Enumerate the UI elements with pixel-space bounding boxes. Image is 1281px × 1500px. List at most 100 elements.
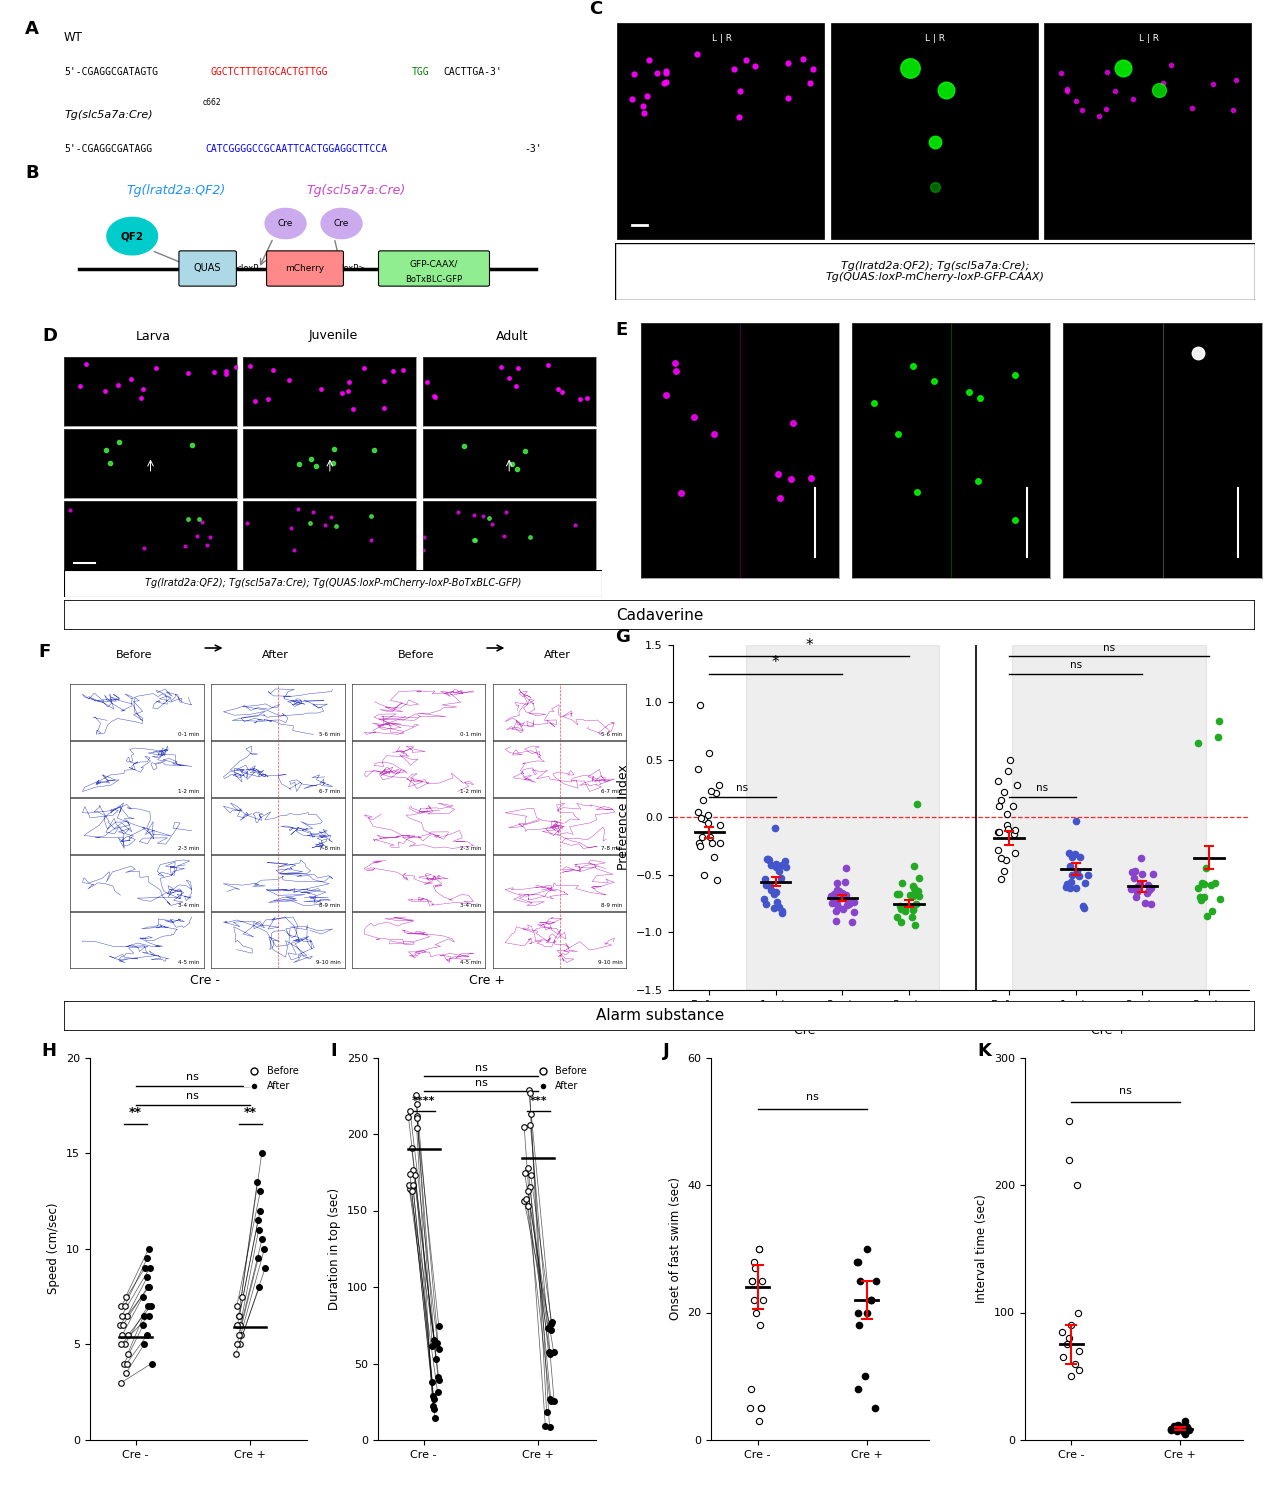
Text: **: ** xyxy=(129,1106,142,1119)
Text: Alarm substance: Alarm substance xyxy=(596,1008,724,1023)
Text: BoTxBLC-GFP: BoTxBLC-GFP xyxy=(406,274,462,284)
FancyBboxPatch shape xyxy=(64,570,602,597)
Text: mCherry: mCherry xyxy=(286,264,324,273)
Text: 2-3 min: 2-3 min xyxy=(460,846,482,850)
Text: 6-7 min: 6-7 min xyxy=(601,789,623,794)
FancyBboxPatch shape xyxy=(830,22,1038,239)
Y-axis label: Onset of fast swim (sec): Onset of fast swim (sec) xyxy=(669,1178,681,1320)
Text: K: K xyxy=(977,1042,990,1060)
Text: *: * xyxy=(772,656,780,670)
FancyBboxPatch shape xyxy=(615,243,1255,300)
Text: After: After xyxy=(263,651,288,660)
Text: Cre +: Cre + xyxy=(1091,1024,1127,1038)
Text: loxP>: loxP> xyxy=(342,264,366,273)
FancyBboxPatch shape xyxy=(64,1000,1255,1030)
Text: GFP-CAAX/: GFP-CAAX/ xyxy=(410,260,459,268)
Text: 6-7 min: 6-7 min xyxy=(319,789,341,794)
Text: 5-6 min: 5-6 min xyxy=(319,732,341,736)
FancyBboxPatch shape xyxy=(266,251,343,286)
Text: Cre -: Cre - xyxy=(794,1024,824,1038)
Text: CACTTGA-3': CACTTGA-3' xyxy=(443,68,502,76)
Text: QF2: QF2 xyxy=(120,231,143,242)
Text: Cre +: Cre + xyxy=(469,975,505,987)
Text: Tg(lratd2a:QF2); Tg(scl5a7a:Cre); Tg(QUAS:loxP-mCherry-loxP-BoTxBLC-GFP): Tg(lratd2a:QF2); Tg(scl5a7a:Cre); Tg(QUA… xyxy=(145,579,521,588)
Text: ns: ns xyxy=(1120,1086,1132,1095)
Text: Cre: Cre xyxy=(278,219,293,228)
Text: ns: ns xyxy=(806,1092,819,1102)
Text: ****: **** xyxy=(412,1096,436,1107)
Text: GGCTCTTTGTGCACTGTTGG: GGCTCTTTGTGCACTGTTGG xyxy=(210,68,328,76)
Text: B: B xyxy=(26,164,38,182)
Legend: Before, After: Before, After xyxy=(241,1062,302,1095)
Text: Tg(scl5a7a:Cre): Tg(scl5a7a:Cre) xyxy=(306,184,406,196)
Y-axis label: Preference Index: Preference Index xyxy=(617,765,630,870)
Y-axis label: Speed (cm/sec): Speed (cm/sec) xyxy=(47,1203,60,1294)
FancyBboxPatch shape xyxy=(617,22,824,239)
Text: A: A xyxy=(26,20,38,38)
Text: WT: WT xyxy=(64,32,83,45)
Text: Tg(slc5a7a:Cre): Tg(slc5a7a:Cre) xyxy=(64,110,152,120)
Text: 0-1 min: 0-1 min xyxy=(178,732,200,736)
Text: ns: ns xyxy=(187,1092,200,1101)
Text: 5'-CGAGGCGATAGTG: 5'-CGAGGCGATAGTG xyxy=(64,68,158,76)
Legend: Before, After: Before, After xyxy=(529,1062,591,1095)
Text: -3': -3' xyxy=(524,144,542,154)
Text: 7-8 min: 7-8 min xyxy=(601,846,623,850)
Text: 3-4 min: 3-4 min xyxy=(178,903,200,908)
Text: Tg(lratd2a:QF2); Tg(scl5a7a:Cre);
Tg(QUAS:loxP-mCherry-loxP-GFP-CAAX): Tg(lratd2a:QF2); Tg(scl5a7a:Cre); Tg(QUA… xyxy=(826,261,1044,282)
Text: ns: ns xyxy=(1070,660,1081,670)
Text: Before: Before xyxy=(117,651,152,660)
Text: L | R: L | R xyxy=(925,34,945,44)
Text: 1-2 min: 1-2 min xyxy=(178,789,200,794)
Text: ***: *** xyxy=(529,1096,547,1107)
Text: ns: ns xyxy=(1103,644,1114,652)
Text: Cadaverine: Cadaverine xyxy=(616,608,703,622)
Text: F: F xyxy=(38,644,51,662)
Text: 4-5 min: 4-5 min xyxy=(460,960,482,964)
Text: Adult: Adult xyxy=(496,330,529,342)
Text: 5-6 min: 5-6 min xyxy=(601,732,623,736)
Bar xyxy=(1012,645,1205,990)
Text: Larva: Larva xyxy=(136,330,172,342)
Text: After: After xyxy=(544,651,570,660)
Bar xyxy=(746,645,939,990)
Text: 1-2 min: 1-2 min xyxy=(460,789,482,794)
Text: J: J xyxy=(664,1042,670,1060)
Text: C: C xyxy=(589,0,602,18)
FancyBboxPatch shape xyxy=(64,600,1255,630)
Text: 7-8 min: 7-8 min xyxy=(319,846,341,850)
Text: H: H xyxy=(42,1042,56,1060)
Text: c662: c662 xyxy=(202,99,222,108)
FancyBboxPatch shape xyxy=(1044,22,1252,239)
Text: TGG: TGG xyxy=(412,68,429,76)
Text: 8-9 min: 8-9 min xyxy=(319,903,341,908)
Text: E: E xyxy=(615,321,628,339)
Text: 3-4 min: 3-4 min xyxy=(460,903,482,908)
Text: 9-10 min: 9-10 min xyxy=(316,960,341,964)
Text: Cre -: Cre - xyxy=(190,975,220,987)
Y-axis label: Duration in top (sec): Duration in top (sec) xyxy=(328,1188,342,1310)
Circle shape xyxy=(322,209,363,238)
Text: 0-1 min: 0-1 min xyxy=(460,732,482,736)
Text: QUAS: QUAS xyxy=(193,264,222,273)
Text: Cre: Cre xyxy=(334,219,350,228)
Text: 4-5 min: 4-5 min xyxy=(178,960,200,964)
Circle shape xyxy=(265,209,306,238)
Text: <loxP: <loxP xyxy=(234,264,259,273)
Text: ns: ns xyxy=(1036,783,1048,794)
Text: Juvenile: Juvenile xyxy=(309,330,357,342)
Circle shape xyxy=(106,217,158,255)
Text: L | R: L | R xyxy=(712,34,731,44)
Text: ns: ns xyxy=(475,1078,488,1088)
Text: *: * xyxy=(806,638,813,652)
FancyBboxPatch shape xyxy=(179,251,237,286)
Text: I: I xyxy=(330,1042,337,1060)
Y-axis label: Interval time (sec): Interval time (sec) xyxy=(975,1194,989,1304)
Text: D: D xyxy=(42,327,58,345)
Text: 2-3 min: 2-3 min xyxy=(178,846,200,850)
Text: G: G xyxy=(615,627,630,645)
Text: **: ** xyxy=(243,1106,256,1119)
Text: CATCGGGGCCGCAATTCACTGGAGGCTTCCA: CATCGGGGCCGCAATTCACTGGAGGCTTCCA xyxy=(205,144,387,154)
Text: 9-10 min: 9-10 min xyxy=(598,960,623,964)
Text: 8-9 min: 8-9 min xyxy=(601,903,623,908)
